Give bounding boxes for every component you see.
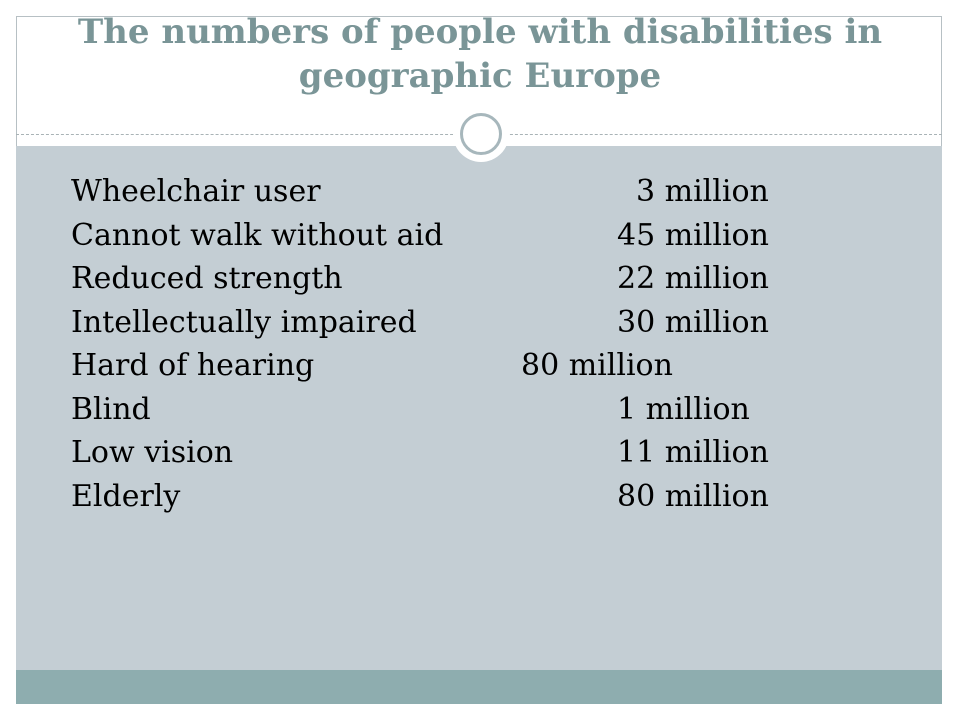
list-item: Hard of hearing 80 million: [71, 344, 831, 388]
list-item: Elderly 80 million: [71, 475, 831, 519]
row-value: 45 million: [617, 217, 769, 253]
list-item: Cannot walk without aid 45 million: [71, 214, 831, 258]
row-value: 11 million: [617, 435, 769, 470]
list-item: Low vision 11 million: [71, 431, 831, 475]
list-item: Reduced strength 22 million: [71, 257, 831, 301]
row-value: 80 million: [617, 478, 769, 514]
row-label: Cannot walk without aid: [71, 217, 444, 253]
list-item: Intellectually impaired 30 million: [71, 301, 831, 345]
row-value: 1 million: [617, 391, 750, 427]
row-label: Hard of hearing: [71, 348, 315, 383]
list-item: Blind 1 million: [71, 388, 831, 432]
row-value: 80 million: [521, 348, 673, 383]
row-label: Reduced strength: [71, 261, 343, 296]
row-label: Intellectually impaired: [71, 304, 417, 340]
divider-circle-icon: [460, 113, 502, 155]
row-label: Blind: [71, 391, 151, 427]
slide-title: The numbers of people with disabilities …: [77, 12, 883, 96]
row-label: Wheelchair user: [71, 174, 321, 209]
content-panel: [16, 146, 942, 670]
row-label: Elderly: [71, 478, 181, 514]
row-value: 22 million: [617, 261, 769, 296]
footer-bar: [16, 670, 942, 704]
row-value: 30 million: [617, 304, 769, 340]
disability-statistics-list: Wheelchair user 3 million Cannot walk wi…: [71, 170, 831, 518]
row-label: Low vision: [71, 435, 234, 470]
row-value: 3 million: [636, 174, 769, 209]
list-item: Wheelchair user 3 million: [71, 170, 831, 214]
